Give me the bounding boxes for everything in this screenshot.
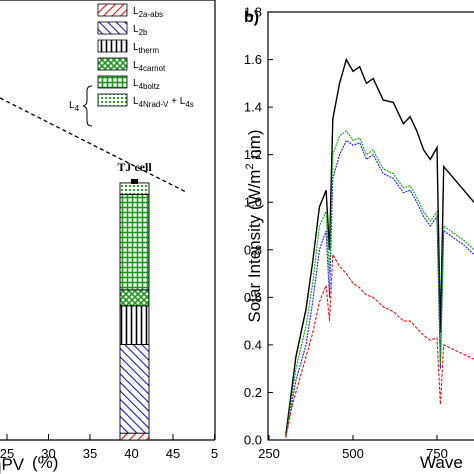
tj-cell-label: TJ cell <box>117 160 152 174</box>
legend-label: L4boltz <box>133 78 160 91</box>
legend-label-sub: 4carnot <box>139 64 166 73</box>
right-plot-frame <box>267 11 474 441</box>
right-y-tick-label: 1.2 <box>244 147 262 162</box>
legend-group-main: L <box>69 100 75 111</box>
right-series <box>285 57 474 438</box>
legend-label: L2a-abs <box>133 6 163 19</box>
right-y-tick-label: 0.4 <box>244 337 262 352</box>
left-x-axis-label-main: ηPV <box>0 455 25 474</box>
right-panel: b) 0.0 0.2 0.4 0.6 0.8 1.0 1.2 1.4 1.6 1.8 250 500… <box>244 5 474 472</box>
legend-label: L4Nrad-V + L4s <box>133 96 194 109</box>
stacked-loss-bar <box>119 178 150 441</box>
legend-label-main: L <box>133 24 139 35</box>
left-x-tick-label: 40 <box>124 446 138 461</box>
panel-label-b: b) <box>244 9 259 26</box>
spectrum-series-line <box>285 139 474 438</box>
legend-label-main: L <box>133 78 139 89</box>
bar-segment-l2b <box>119 344 150 434</box>
bar-segment-l4carnot <box>119 289 150 307</box>
right-y-ticks: 0.0 0.2 0.4 0.6 0.8 1.0 1.2 1.4 1.6 1.8 <box>244 5 273 448</box>
legend-brace <box>82 85 93 127</box>
left-x-tick-label: 45 <box>166 446 180 461</box>
legend-label-plus: + L <box>168 96 185 107</box>
left-x-tick-label: 35 <box>83 446 97 461</box>
legend-label-sub: 2b <box>139 28 148 37</box>
right-y-axis-label: Solar Intensity (W/m2 nm) <box>244 129 264 322</box>
right-x-tick-label: 500 <box>342 446 364 461</box>
right-x-ticks: 250500750100012 <box>258 435 448 461</box>
legend-group-label: L4 <box>69 100 80 113</box>
bar-segment-l4nrad-v-l4s <box>119 182 150 195</box>
tj-cell-marker <box>131 178 138 184</box>
bar-segment-l4boltz <box>119 193 150 291</box>
y-label-text: Solar Intensity (W/m <box>245 170 264 323</box>
right-y-tick-label: 1.8 <box>244 5 262 20</box>
legend-swatch <box>97 3 128 17</box>
y-label-sup: 2 <box>244 163 256 169</box>
right-x-tick-label: 250 <box>258 446 280 461</box>
legend-label-main: L <box>133 42 139 53</box>
legend-label: Ltherm <box>133 42 159 55</box>
legend-label-sub2: 4s <box>185 100 193 109</box>
right-y-tick-label: 1.4 <box>244 100 262 115</box>
legend-label-sub: 4Nrad-V <box>139 100 169 109</box>
right-y-tick-label: 0.6 <box>244 290 262 305</box>
dashed-trend-line <box>0 97 187 193</box>
legend-label-main: L <box>133 60 139 71</box>
right-y-tick-label: 0.8 <box>244 242 262 257</box>
left-x-tick-label: 30 <box>41 446 55 461</box>
right-y-tick-label: 0.0 <box>244 433 262 448</box>
legend-swatch <box>97 57 128 71</box>
spectrum-series-line <box>285 252 474 438</box>
bar-segment-ltherm <box>119 305 150 345</box>
spectrum-series-line <box>285 57 474 436</box>
left-x-axis-label-unit: (%) <box>32 453 58 472</box>
right-x-axis-label: Wave <box>420 453 463 472</box>
y-label-end: nm) <box>245 129 264 163</box>
legend-swatch <box>97 21 128 35</box>
left-x-tick-label: 5 <box>211 446 218 461</box>
legend-label-sub: 4boltz <box>139 82 160 91</box>
legend-group-sub: 4 <box>75 104 80 113</box>
legend-swatch <box>97 93 128 107</box>
legend-label-main: L <box>133 6 139 17</box>
right-y-tick-label: 1.0 <box>244 195 262 210</box>
legend-swatch <box>97 75 128 89</box>
legend-label-main: L <box>133 96 139 107</box>
right-x-tick-label: 750 <box>426 446 448 461</box>
legend-label: L4carnot <box>133 60 166 73</box>
left-x-ticks: 25 30 35 40 45 5 <box>0 434 218 461</box>
right-y-tick-label: 0.2 <box>244 385 262 400</box>
left-x-tick-label: 25 <box>0 446 14 461</box>
spectrum-series-line <box>285 130 474 438</box>
right-y-tick-label: 1.6 <box>244 52 262 67</box>
bar-segment-l2a-abs <box>119 432 150 441</box>
legend-label-sub: therm <box>139 46 160 55</box>
legend: L2a-absL2bLthermL4carnotL4boltzL4Nrad-V … <box>97 3 194 109</box>
legend-swatch <box>97 39 128 53</box>
legend-label-sub: 2a-abs <box>139 10 163 19</box>
legend-label: L2b <box>133 24 148 37</box>
